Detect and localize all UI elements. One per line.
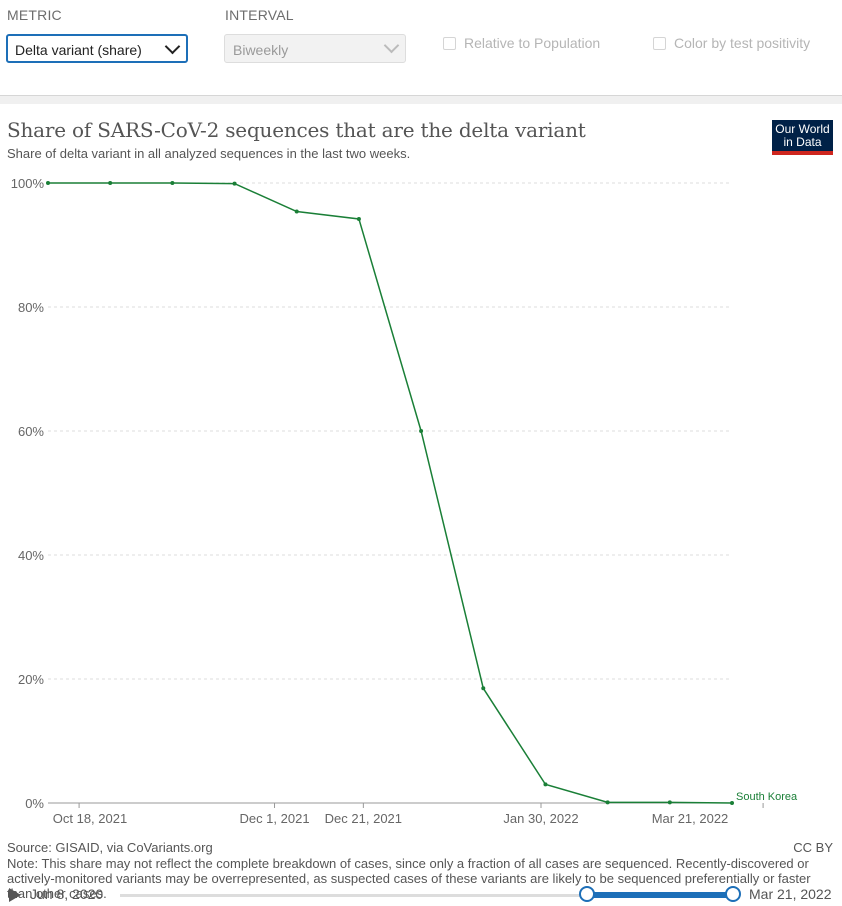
chevron-down-icon [164,38,181,55]
data-point [232,181,237,186]
data-point [605,800,610,805]
data-point [356,216,361,221]
timeline-start-handle[interactable] [579,886,595,902]
x-tick-label: Oct 18, 2021 [53,811,127,826]
data-point [730,801,734,805]
data-point [46,181,50,185]
license-link[interactable]: CC BY [793,840,833,855]
source-text: Source: GISAID, via CoVariants.org [7,840,213,855]
y-tick-label: 40% [18,548,44,563]
data-point [108,181,113,185]
data-point [543,782,548,787]
y-tick-label: 80% [18,300,44,315]
logo-line-2: in Data [783,135,822,149]
series-label: South Korea [736,791,798,803]
metric-select[interactable]: Delta variant (share) [6,34,188,63]
play-icon[interactable] [9,888,21,902]
x-tick-label: Mar 21, 2022 [652,811,729,826]
logo-line-1: Our World [775,122,830,136]
checkbox-icon[interactable] [653,36,666,50]
metric-label: METRIC [7,7,62,23]
metric-select-value: Delta variant (share) [15,42,142,58]
owid-logo[interactable]: Our World in Data [772,120,833,155]
controls-bar: METRIC Delta variant (share) INTERVAL Bi… [0,0,842,96]
x-tick-label: Dec 21, 2021 [325,811,402,826]
interval-label: INTERVAL [225,7,294,23]
interval-select-value: Biweekly [233,42,289,58]
timeline-start-label: Jun 8, 2020 [30,886,104,902]
section-divider [0,95,842,104]
color-by-test-positivity-label: Color by test positivity [674,35,811,51]
checkbox-icon[interactable] [443,36,456,50]
note-text: Note: This share may not reflect the com… [7,856,811,901]
data-point [481,686,486,691]
timeline-track[interactable] [120,894,740,897]
y-tick-label: 0% [25,796,44,811]
chart-title: Share of SARS-CoV-2 sequences that are t… [7,118,586,142]
y-tick-label: 60% [18,424,44,439]
x-tick-label: Dec 1, 2021 [239,811,309,826]
data-point [294,209,299,214]
series-line [48,182,733,804]
timeline-end-label: Mar 21, 2022 [749,886,832,902]
line-chart: 0% 20% 40% 60% 80% 100% Oct 18, 2021 Dec 1, 202… [11,176,798,826]
timeline-end-handle[interactable] [725,886,741,902]
y-tick-label: 20% [18,672,44,687]
timeline: Jun 8, 2020 Mar 21, 2022 [0,882,842,906]
relative-to-population-toggle[interactable]: Relative to Population [443,35,600,51]
x-tick-label: Jan 30, 2022 [503,811,578,826]
interval-select[interactable]: Biweekly [224,34,406,63]
data-point [419,429,424,433]
data-point [667,800,672,805]
chart-subtitle: Share of delta variant in all analyzed s… [7,146,411,161]
timeline-selection[interactable] [587,892,733,898]
color-by-test-positivity-toggle[interactable]: Color by test positivity [653,35,810,51]
chevron-down-icon [383,37,400,54]
relative-to-population-label: Relative to Population [464,35,601,51]
y-tick-label: 100% [11,176,45,191]
data-point [170,181,175,185]
